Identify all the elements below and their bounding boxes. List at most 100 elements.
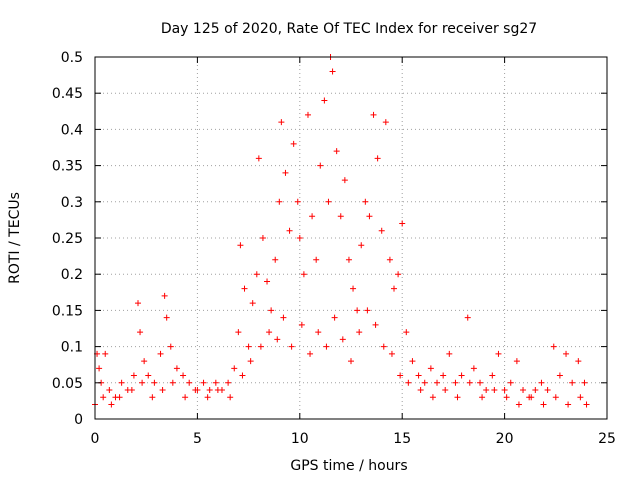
data-point xyxy=(192,387,199,394)
data-point xyxy=(186,379,193,386)
data-point xyxy=(214,387,221,394)
data-point xyxy=(440,372,447,379)
data-point xyxy=(161,292,168,299)
data-point xyxy=(304,111,311,118)
data-point xyxy=(206,387,213,394)
data-point xyxy=(245,343,252,350)
data-point xyxy=(282,169,289,176)
data-point xyxy=(354,307,361,314)
data-point xyxy=(300,271,307,278)
data-point xyxy=(257,343,264,350)
data-point xyxy=(429,394,436,401)
data-point xyxy=(403,329,410,336)
data-point xyxy=(552,394,559,401)
data-point xyxy=(427,365,434,372)
data-point xyxy=(339,336,346,343)
data-point xyxy=(235,329,242,336)
data-point xyxy=(477,379,484,386)
data-point xyxy=(225,379,232,386)
data-point xyxy=(395,271,402,278)
data-point xyxy=(470,365,477,372)
x-tick-label: 25 xyxy=(598,431,616,447)
y-tick-label: 0.45 xyxy=(52,86,83,102)
data-point xyxy=(380,343,387,350)
data-point xyxy=(137,329,144,336)
data-point xyxy=(386,256,393,263)
y-tick-label: 0.1 xyxy=(61,340,83,356)
data-point xyxy=(489,372,496,379)
data-point xyxy=(307,350,314,357)
data-point xyxy=(350,285,357,292)
data-point xyxy=(569,379,576,386)
data-point xyxy=(507,379,514,386)
data-point xyxy=(145,372,152,379)
data-point xyxy=(239,372,246,379)
data-point xyxy=(538,379,545,386)
data-point xyxy=(417,387,424,394)
data-point xyxy=(296,235,303,241)
data-point xyxy=(409,358,416,365)
data-point xyxy=(253,271,260,278)
data-point xyxy=(231,365,238,372)
data-point xyxy=(294,198,301,205)
x-axis-label: GPS time / hours xyxy=(290,458,407,474)
data-point xyxy=(108,401,115,408)
data-point xyxy=(313,256,320,263)
data-point xyxy=(274,336,281,343)
data-point xyxy=(151,379,158,386)
data-point xyxy=(276,198,283,205)
data-point xyxy=(550,343,557,350)
data-point xyxy=(337,213,344,220)
y-tick-label: 0.35 xyxy=(52,159,83,175)
data-point xyxy=(331,314,338,321)
data-point xyxy=(370,111,377,118)
data-point xyxy=(163,314,170,321)
data-point xyxy=(227,394,234,401)
data-point xyxy=(540,401,547,408)
data-point xyxy=(528,394,535,401)
data-point xyxy=(362,198,369,205)
data-point xyxy=(182,394,189,401)
data-point xyxy=(249,300,256,307)
data-point xyxy=(169,379,176,386)
data-point xyxy=(247,358,254,365)
data-point xyxy=(116,394,123,401)
data-point xyxy=(157,350,164,357)
data-point xyxy=(290,140,297,147)
x-tick-label: 5 xyxy=(193,431,202,447)
data-point xyxy=(366,213,373,220)
data-point xyxy=(415,372,422,379)
data-point xyxy=(378,227,385,234)
data-point xyxy=(345,256,352,263)
data-point xyxy=(483,387,490,394)
y-tick-label: 0.05 xyxy=(52,376,83,392)
data-point xyxy=(128,387,135,394)
x-tick-label: 0 xyxy=(91,431,100,447)
data-point xyxy=(100,394,107,401)
data-point xyxy=(503,394,510,401)
data-point xyxy=(298,321,305,328)
data-point xyxy=(118,379,125,386)
data-point xyxy=(563,350,570,357)
data-point xyxy=(212,379,219,386)
data-point xyxy=(452,379,459,386)
data-point xyxy=(200,379,207,386)
data-point xyxy=(583,401,590,408)
data-point xyxy=(268,307,275,314)
data-point xyxy=(372,321,379,328)
data-point xyxy=(96,365,103,372)
x-tick-label: 10 xyxy=(291,431,309,447)
x-tick-label: 15 xyxy=(393,431,411,447)
data-point xyxy=(237,242,244,249)
data-point xyxy=(565,401,572,408)
data-point xyxy=(495,350,502,357)
data-point xyxy=(333,148,340,155)
data-point xyxy=(315,329,322,336)
data-point xyxy=(280,314,287,321)
data-point xyxy=(266,329,273,336)
data-point xyxy=(491,387,498,394)
data-point xyxy=(405,379,412,386)
data-point xyxy=(341,177,348,184)
data-point xyxy=(544,387,551,394)
